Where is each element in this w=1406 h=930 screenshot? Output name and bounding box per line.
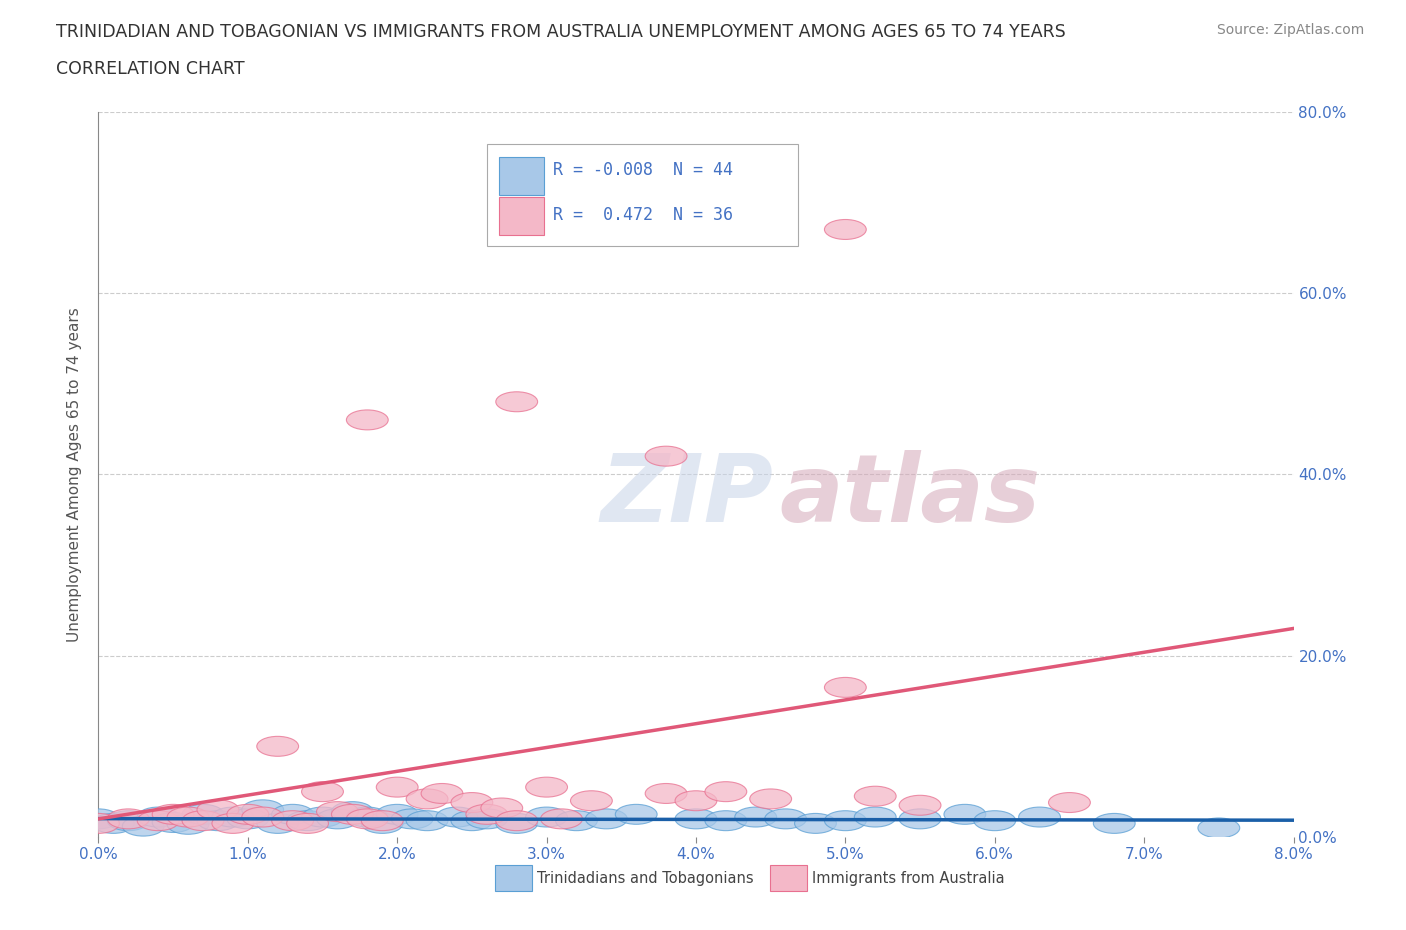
Ellipse shape — [1018, 807, 1060, 827]
Ellipse shape — [391, 809, 433, 829]
Ellipse shape — [167, 815, 209, 834]
Ellipse shape — [1049, 792, 1091, 813]
Ellipse shape — [242, 800, 284, 819]
FancyBboxPatch shape — [499, 197, 544, 235]
Ellipse shape — [765, 809, 807, 829]
Ellipse shape — [257, 814, 298, 833]
Ellipse shape — [152, 813, 194, 832]
Ellipse shape — [900, 795, 941, 816]
FancyBboxPatch shape — [486, 144, 797, 246]
Text: CORRELATION CHART: CORRELATION CHART — [56, 60, 245, 78]
Ellipse shape — [943, 804, 986, 824]
Ellipse shape — [824, 811, 866, 830]
Text: Immigrants from Australia: Immigrants from Australia — [811, 870, 1004, 886]
Ellipse shape — [377, 804, 418, 824]
Text: R =  0.472  N = 36: R = 0.472 N = 36 — [553, 206, 733, 223]
Ellipse shape — [107, 809, 149, 829]
Ellipse shape — [422, 783, 463, 804]
Ellipse shape — [287, 814, 329, 833]
Ellipse shape — [167, 807, 209, 827]
Y-axis label: Unemployment Among Ages 65 to 74 years: Unemployment Among Ages 65 to 74 years — [67, 307, 83, 642]
Text: R = -0.008  N = 44: R = -0.008 N = 44 — [553, 161, 733, 179]
Ellipse shape — [346, 807, 388, 827]
Ellipse shape — [406, 789, 449, 809]
Ellipse shape — [212, 814, 254, 833]
Ellipse shape — [301, 807, 343, 827]
Ellipse shape — [675, 809, 717, 829]
Ellipse shape — [138, 807, 179, 827]
Ellipse shape — [197, 800, 239, 819]
Ellipse shape — [540, 809, 582, 829]
Ellipse shape — [465, 804, 508, 824]
Ellipse shape — [287, 811, 329, 830]
Ellipse shape — [361, 811, 404, 830]
Ellipse shape — [496, 811, 537, 830]
Ellipse shape — [212, 807, 254, 827]
Ellipse shape — [257, 737, 298, 756]
Ellipse shape — [451, 811, 494, 830]
Ellipse shape — [271, 811, 314, 830]
Ellipse shape — [824, 219, 866, 239]
Ellipse shape — [571, 790, 613, 811]
Ellipse shape — [675, 790, 717, 811]
Ellipse shape — [183, 804, 224, 824]
Ellipse shape — [616, 804, 657, 824]
Ellipse shape — [301, 782, 343, 802]
Ellipse shape — [1094, 814, 1135, 833]
Ellipse shape — [77, 814, 120, 833]
Text: Source: ZipAtlas.com: Source: ZipAtlas.com — [1216, 23, 1364, 37]
Ellipse shape — [332, 804, 374, 824]
Text: TRINIDADIAN AND TOBAGONIAN VS IMMIGRANTS FROM AUSTRALIA UNEMPLOYMENT AMONG AGES : TRINIDADIAN AND TOBAGONIAN VS IMMIGRANTS… — [56, 23, 1066, 41]
Ellipse shape — [481, 798, 523, 818]
Ellipse shape — [316, 809, 359, 829]
Ellipse shape — [107, 811, 149, 830]
Ellipse shape — [1198, 818, 1240, 838]
Ellipse shape — [794, 814, 837, 833]
Ellipse shape — [138, 811, 179, 830]
Ellipse shape — [122, 817, 165, 836]
Ellipse shape — [226, 804, 269, 824]
Ellipse shape — [900, 809, 941, 829]
Ellipse shape — [242, 807, 284, 827]
Ellipse shape — [735, 807, 776, 827]
Ellipse shape — [361, 814, 404, 833]
Ellipse shape — [332, 802, 374, 821]
Ellipse shape — [526, 807, 568, 827]
Ellipse shape — [93, 814, 135, 833]
FancyBboxPatch shape — [770, 865, 807, 891]
Ellipse shape — [406, 811, 449, 830]
Text: ZIP: ZIP — [600, 450, 773, 542]
Ellipse shape — [704, 782, 747, 802]
Ellipse shape — [377, 777, 418, 797]
Ellipse shape — [226, 809, 269, 829]
Ellipse shape — [316, 802, 359, 821]
Ellipse shape — [645, 783, 688, 804]
Ellipse shape — [974, 811, 1015, 830]
Ellipse shape — [704, 811, 747, 830]
Ellipse shape — [346, 410, 388, 430]
Ellipse shape — [749, 789, 792, 809]
Ellipse shape — [197, 811, 239, 830]
FancyBboxPatch shape — [499, 157, 544, 195]
Ellipse shape — [855, 807, 896, 827]
Ellipse shape — [526, 777, 568, 797]
Text: atlas: atlas — [779, 450, 1040, 542]
Ellipse shape — [77, 809, 120, 829]
Ellipse shape — [824, 677, 866, 698]
Ellipse shape — [183, 811, 224, 830]
Ellipse shape — [152, 804, 194, 824]
Ellipse shape — [555, 811, 598, 830]
Ellipse shape — [496, 814, 537, 833]
Ellipse shape — [271, 804, 314, 824]
Ellipse shape — [346, 809, 388, 829]
FancyBboxPatch shape — [495, 865, 533, 891]
Ellipse shape — [585, 809, 627, 829]
Text: Trinidadians and Tobagonians: Trinidadians and Tobagonians — [537, 870, 754, 886]
Ellipse shape — [465, 809, 508, 829]
Ellipse shape — [496, 392, 537, 412]
Ellipse shape — [645, 446, 688, 466]
Ellipse shape — [855, 786, 896, 806]
Ellipse shape — [436, 807, 478, 827]
Ellipse shape — [451, 792, 494, 813]
